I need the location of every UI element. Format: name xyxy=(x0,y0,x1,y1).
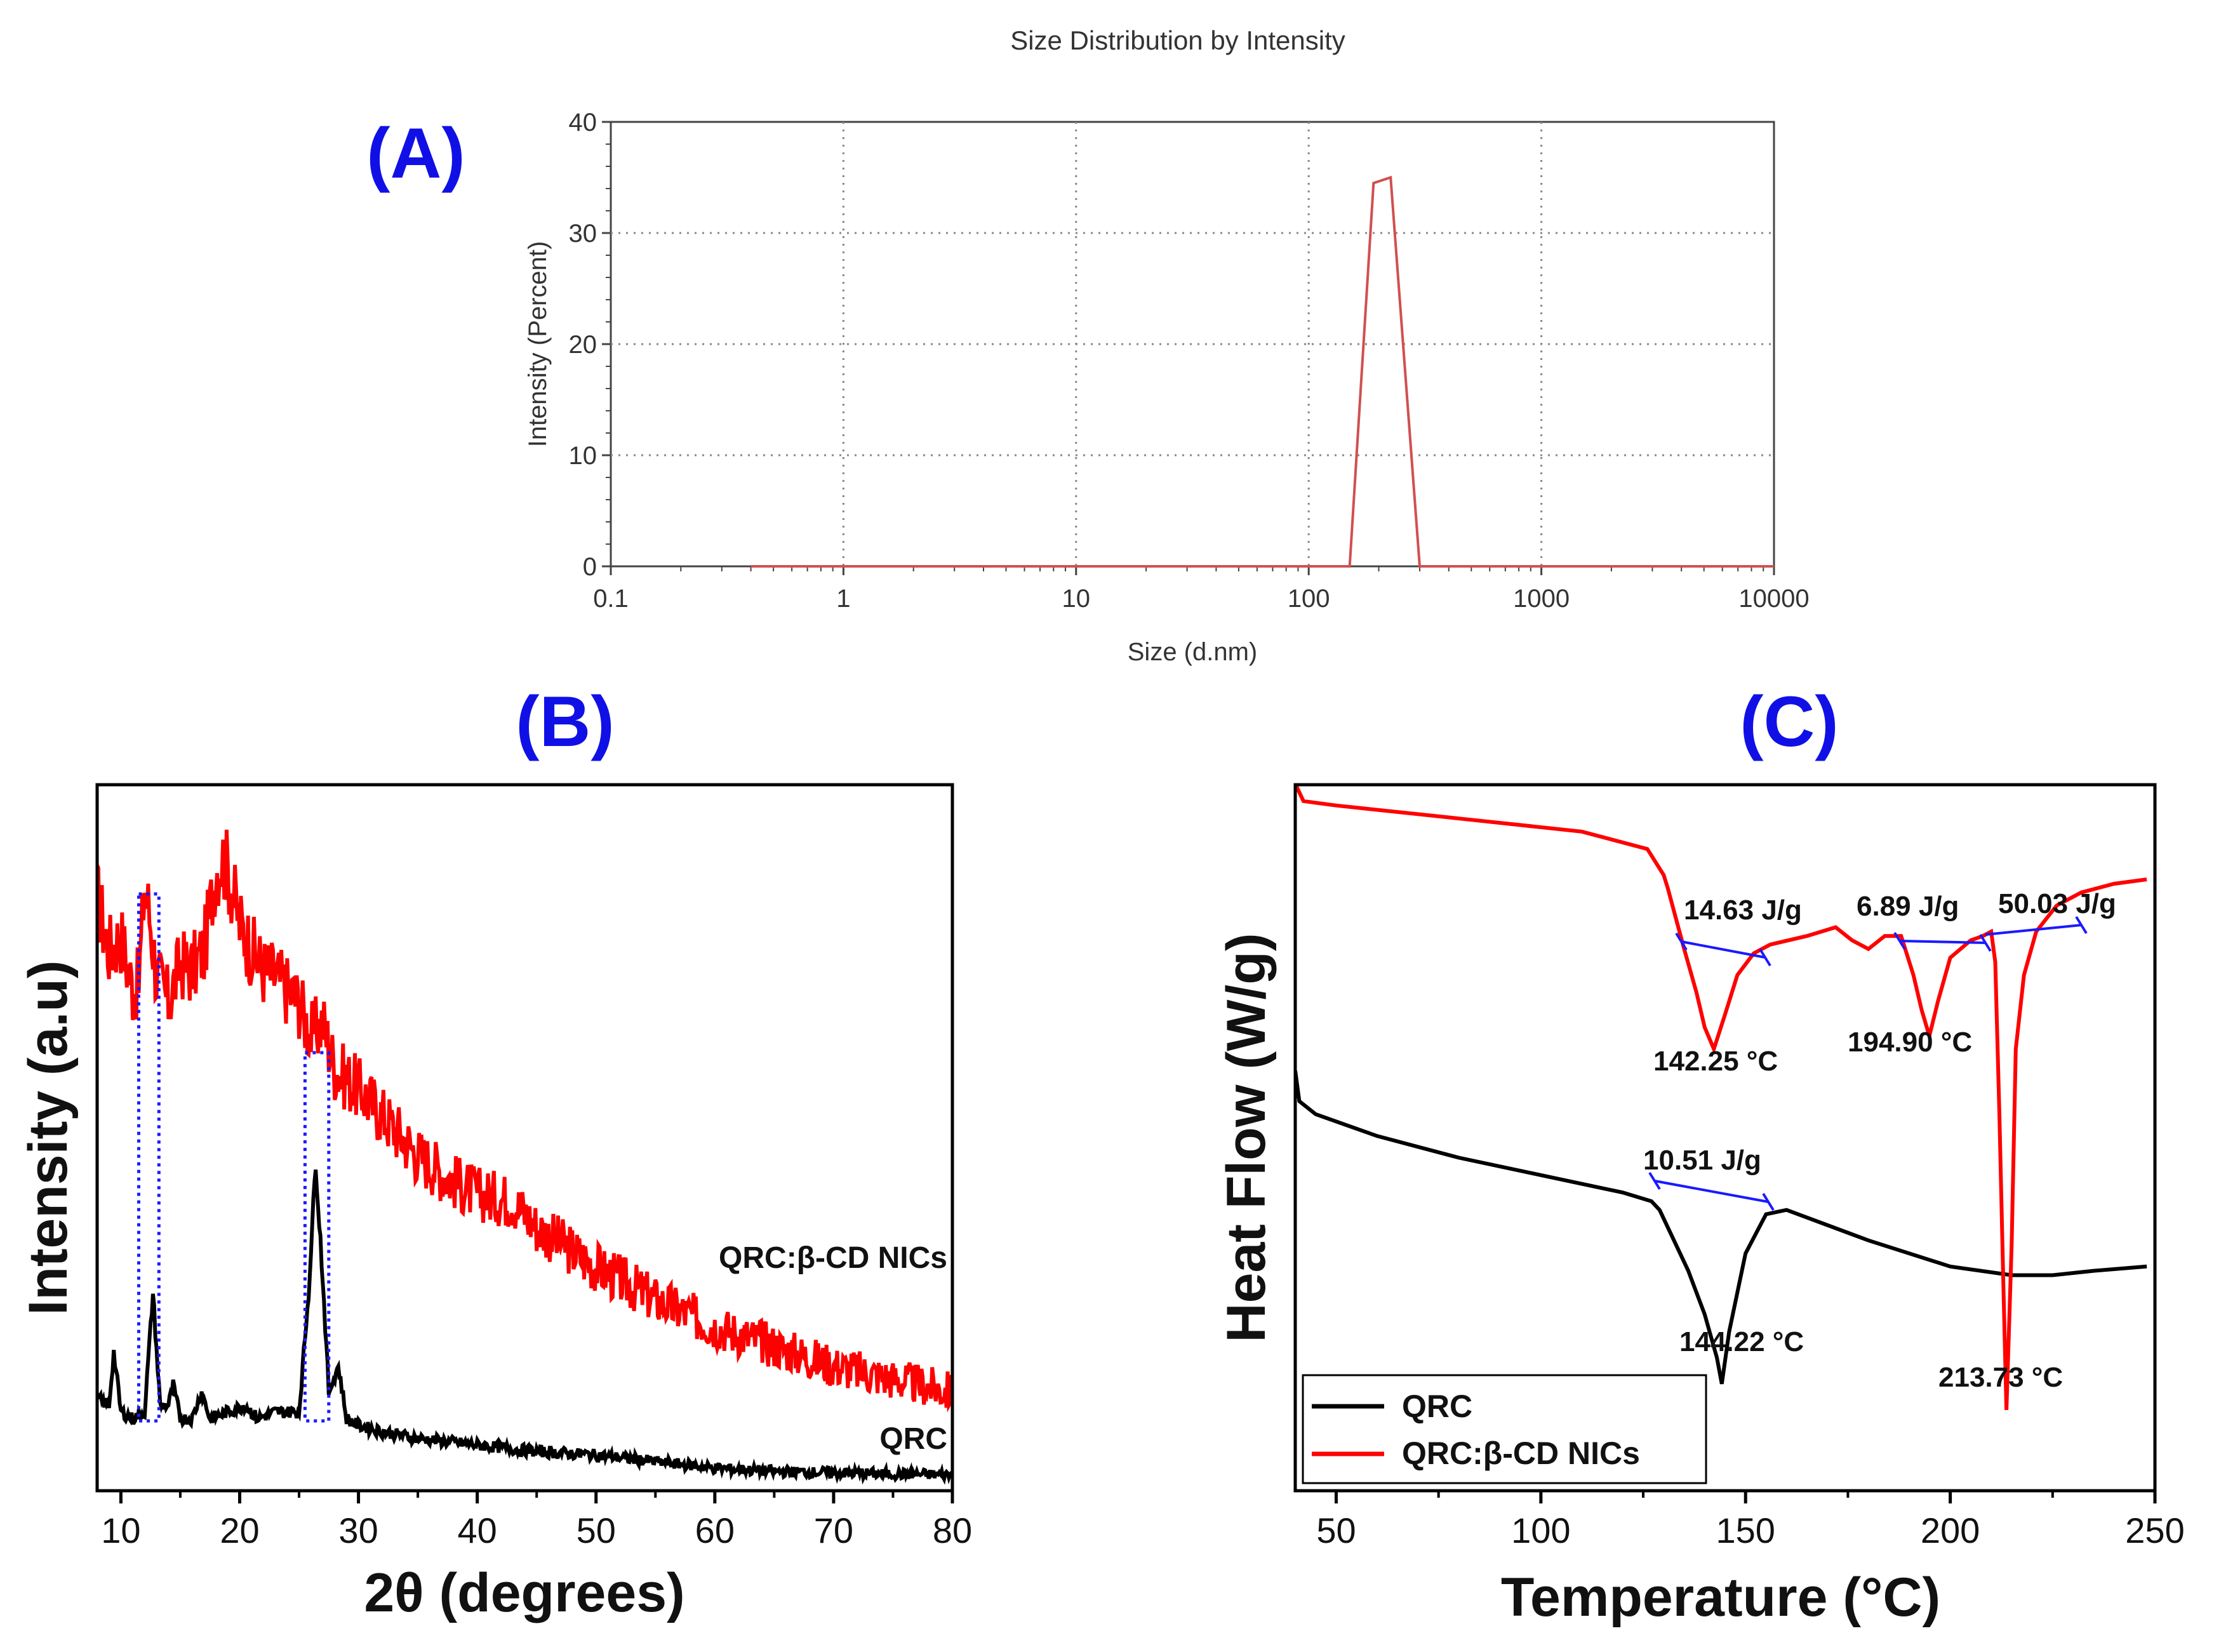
y-tick-label: 40 xyxy=(569,109,597,137)
x-tick-label: 80 xyxy=(933,1510,972,1550)
series-a-intensity-line xyxy=(750,175,1774,568)
chart-b-xlabel: 2θ (degrees) xyxy=(364,1562,684,1623)
peak-label-213-73: 213.73 °C xyxy=(1938,1362,2063,1393)
x-tick-label: 150 xyxy=(1716,1510,1775,1550)
x-tick-label: 10 xyxy=(101,1510,140,1550)
plot-c-legend: QRC QRC:β-CD NICs xyxy=(1302,1374,1707,1484)
chart-a-title: Size Distribution by Intensity xyxy=(1010,25,1345,55)
panel-a: Size Distribution by Intensity (A) 0.1 1 1… xyxy=(366,25,1809,666)
x-tick-label: 0.1 xyxy=(593,585,629,613)
plot-c-ticks xyxy=(1334,1491,2157,1503)
peak-label-144-22: 144.22 °C xyxy=(1679,1326,1804,1357)
enthalpy-label-6-89: 6.89 J/g xyxy=(1857,891,1959,922)
chart-a-ylabel: Intensity (Percent) xyxy=(524,241,552,448)
plot-c-x-tick-labels: 50 100 150 200 250 xyxy=(1316,1510,2184,1550)
series-b-qrc xyxy=(97,1169,952,1485)
plot-a-ticks xyxy=(602,121,1775,575)
enthalpy-label-10-51: 10.51 J/g xyxy=(1643,1145,1761,1176)
panel-b-label: (B) xyxy=(516,682,614,761)
chart-b-ylabel: Intensity (a.u) xyxy=(18,960,79,1315)
baseline-14-63 xyxy=(1681,940,1766,959)
chart-a-xlabel: Size (d.nm) xyxy=(1128,638,1258,666)
x-tick-label: 30 xyxy=(338,1510,378,1550)
chart-c-xlabel: Temperature (°C) xyxy=(1501,1567,1940,1628)
plot-c-series xyxy=(1295,785,2147,1410)
x-tick-label: 10 xyxy=(1062,585,1091,613)
y-tick-label: 30 xyxy=(569,220,597,248)
enthalpy-label-50-03: 50.03 J/g xyxy=(1998,888,2116,919)
series-b-nics-label: QRC:β-CD NICs xyxy=(719,1241,947,1275)
series-b-qrc-label: QRC xyxy=(879,1422,947,1456)
enthalpy-label-14-63: 14.63 J/g xyxy=(1684,895,1802,926)
panel-a-label: (A) xyxy=(366,114,465,193)
peak-label-194-90: 194.90 °C xyxy=(1848,1027,1972,1058)
plot-c-frame xyxy=(1293,783,2157,1493)
x-tick-label: 1000 xyxy=(1513,585,1570,613)
series-b-nics xyxy=(97,829,952,1413)
baseline-50-03 xyxy=(1985,924,2082,936)
plot-a-x-tick-labels: 0.1 1 10 100 1000 10000 xyxy=(593,585,1809,613)
x-tick-label: 10000 xyxy=(1738,585,1809,613)
x-tick-label: 100 xyxy=(1511,1510,1570,1550)
highlight-box xyxy=(137,892,161,1423)
y-tick-label: 20 xyxy=(569,331,597,359)
plot-b-highlight-boxes xyxy=(137,892,331,1423)
baseline-6-89 xyxy=(1899,940,1986,944)
plot-b-frame xyxy=(95,783,954,1493)
x-tick-label: 1 xyxy=(836,585,850,613)
panel-b: (B) 10 20 30 40 50 60 70 80 QRC:β-CD NICs QRC 2… xyxy=(18,682,972,1623)
panel-c: (C) 14.63 J/g 6.89 J/g 50.03 J/g 10.5 xyxy=(1216,682,2185,1628)
chart-c-ylabel: Heat Flow (W/g) xyxy=(1216,933,1277,1343)
panel-c-label: (C) xyxy=(1740,682,1838,761)
x-tick-label: 60 xyxy=(695,1510,735,1550)
y-tick-label: 10 xyxy=(569,442,597,470)
x-tick-label: 20 xyxy=(220,1510,259,1550)
plot-b-series xyxy=(97,829,952,1485)
x-tick-label: 40 xyxy=(458,1510,497,1550)
series-c-nics xyxy=(1295,785,2147,1410)
legend-nics-label: QRC:β-CD NICs xyxy=(1402,1436,1640,1471)
x-tick-label: 50 xyxy=(1316,1510,1356,1550)
y-tick-label: 0 xyxy=(583,553,597,581)
plot-b-ticks xyxy=(119,1491,954,1503)
legend-box xyxy=(1302,1374,1707,1484)
series-c-qrc xyxy=(1295,1070,2147,1385)
plot-a-frame xyxy=(610,121,1775,568)
baseline-10-51 xyxy=(1654,1180,1769,1203)
peak-label-142-25: 142.25 °C xyxy=(1653,1046,1778,1077)
legend-qrc-label: QRC xyxy=(1402,1389,1472,1424)
plot-c-enthalpy-baselines xyxy=(1648,916,2088,1211)
highlight-box xyxy=(303,1051,331,1423)
x-tick-label: 250 xyxy=(2125,1510,2184,1550)
x-tick-label: 100 xyxy=(1288,585,1330,613)
plot-b-x-tick-labels: 10 20 30 40 50 60 70 80 xyxy=(101,1510,972,1550)
x-tick-label: 50 xyxy=(577,1510,616,1550)
plot-a-y-tick-labels: 0 10 20 30 40 xyxy=(569,109,597,581)
x-tick-label: 200 xyxy=(1921,1510,1980,1550)
plot-a-grid xyxy=(611,122,1774,566)
x-tick-label: 70 xyxy=(814,1510,853,1550)
baseline-end-ticks xyxy=(1648,916,2088,1211)
